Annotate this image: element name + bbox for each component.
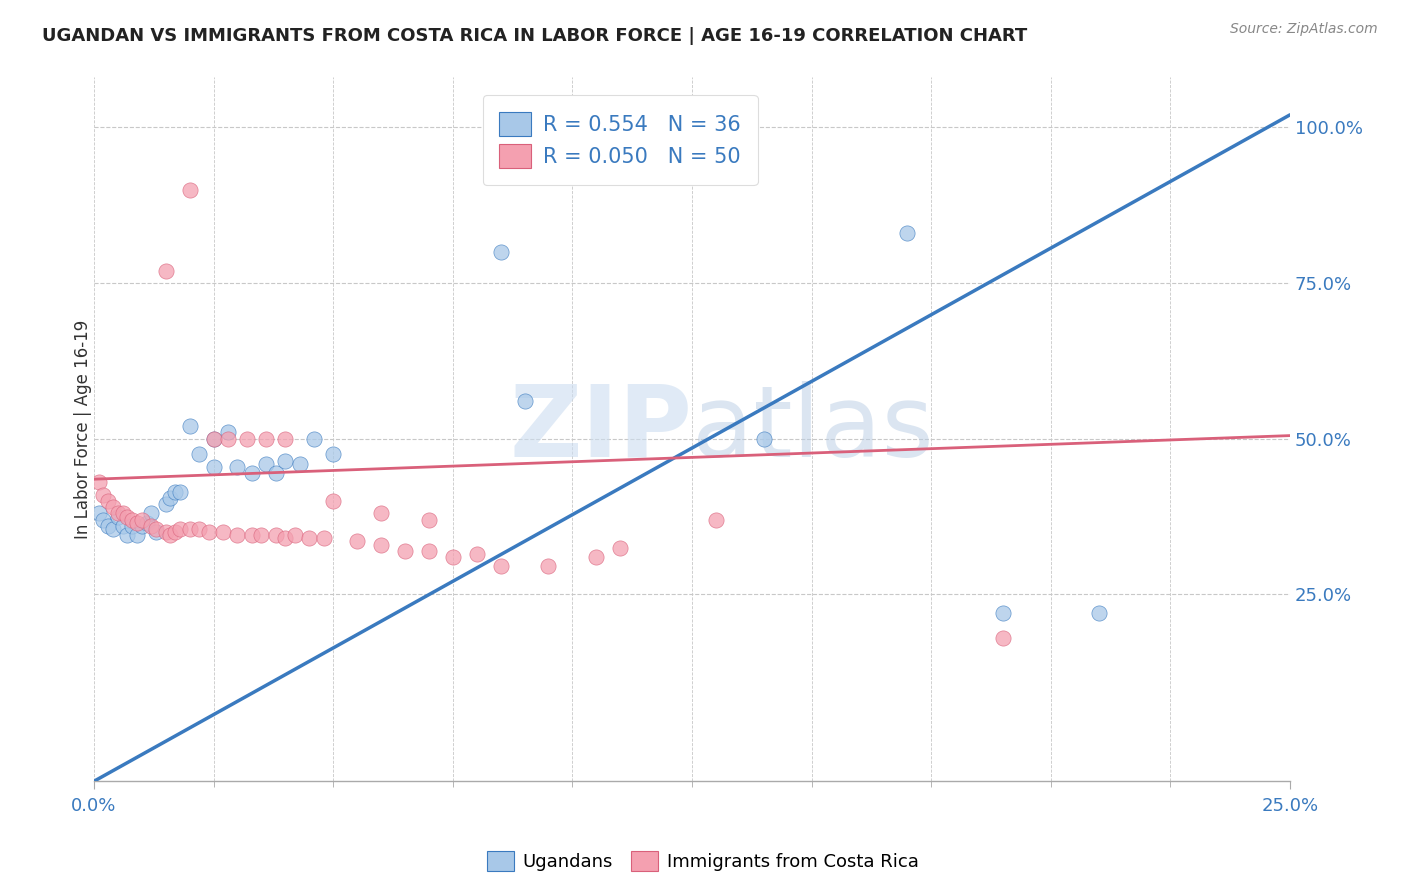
Point — [107, 509, 129, 524]
Point — [188, 447, 211, 461]
Point — [513, 394, 536, 409]
Point — [274, 453, 297, 467]
Point — [145, 522, 167, 536]
Point — [165, 525, 187, 540]
Point — [226, 459, 249, 474]
Point — [131, 519, 153, 533]
Point — [441, 549, 464, 564]
Point — [284, 528, 307, 542]
Point — [370, 507, 392, 521]
Point — [125, 516, 148, 530]
Point — [141, 519, 163, 533]
Point — [609, 541, 631, 555]
Point — [155, 525, 177, 540]
Point — [117, 528, 139, 542]
Point — [101, 522, 124, 536]
Point — [111, 507, 134, 521]
Point — [165, 484, 187, 499]
Point — [370, 538, 392, 552]
Point — [217, 425, 239, 440]
Point — [87, 507, 110, 521]
Point — [896, 226, 918, 240]
Point — [202, 432, 225, 446]
Point — [250, 528, 273, 542]
Point — [121, 513, 143, 527]
Point — [264, 528, 287, 542]
Point — [418, 513, 440, 527]
Point — [125, 528, 148, 542]
Point — [179, 183, 201, 197]
Point — [465, 547, 488, 561]
Point — [537, 559, 560, 574]
Point — [111, 519, 134, 533]
Point — [288, 457, 311, 471]
Point — [274, 532, 297, 546]
Text: atlas: atlas — [692, 381, 934, 478]
Text: UGANDAN VS IMMIGRANTS FROM COSTA RICA IN LABOR FORCE | AGE 16-19 CORRELATION CHA: UGANDAN VS IMMIGRANTS FROM COSTA RICA IN… — [42, 27, 1028, 45]
Point — [1087, 606, 1109, 620]
Point — [155, 497, 177, 511]
Point — [274, 432, 297, 446]
Text: ZIP: ZIP — [509, 381, 692, 478]
Point — [991, 606, 1014, 620]
Point — [585, 549, 607, 564]
Point — [346, 534, 368, 549]
Point — [298, 532, 321, 546]
Point — [991, 631, 1014, 645]
Point — [107, 507, 129, 521]
Y-axis label: In Labor Force | Age 16-19: In Labor Force | Age 16-19 — [75, 319, 91, 539]
Point — [236, 432, 259, 446]
Point — [179, 522, 201, 536]
Point — [93, 513, 115, 527]
Point — [212, 525, 235, 540]
Point — [704, 513, 727, 527]
Point — [489, 244, 512, 259]
Point — [322, 494, 344, 508]
Point — [159, 491, 181, 505]
Point — [169, 522, 191, 536]
Point — [489, 559, 512, 574]
Point — [141, 507, 163, 521]
Point — [97, 519, 120, 533]
Point — [254, 432, 277, 446]
Point — [87, 475, 110, 490]
Point — [179, 419, 201, 434]
Point — [117, 509, 139, 524]
Point — [93, 488, 115, 502]
Point — [418, 544, 440, 558]
Point — [394, 544, 416, 558]
Point — [322, 447, 344, 461]
Point — [217, 432, 239, 446]
Point — [264, 466, 287, 480]
Point — [312, 532, 335, 546]
Legend: R = 0.554   N = 36, R = 0.050   N = 50: R = 0.554 N = 36, R = 0.050 N = 50 — [482, 95, 758, 185]
Point — [101, 500, 124, 515]
Point — [169, 484, 191, 499]
Point — [188, 522, 211, 536]
Point — [202, 432, 225, 446]
Legend: Ugandans, Immigrants from Costa Rica: Ugandans, Immigrants from Costa Rica — [479, 844, 927, 879]
Point — [131, 513, 153, 527]
Point — [155, 263, 177, 277]
Point — [752, 432, 775, 446]
Point — [202, 459, 225, 474]
Point — [240, 466, 263, 480]
Point — [302, 432, 325, 446]
Point — [145, 525, 167, 540]
Point — [197, 525, 219, 540]
Text: Source: ZipAtlas.com: Source: ZipAtlas.com — [1230, 22, 1378, 37]
Point — [226, 528, 249, 542]
Point — [135, 516, 157, 530]
Point — [97, 494, 120, 508]
Point — [254, 457, 277, 471]
Point — [240, 528, 263, 542]
Point — [159, 528, 181, 542]
Point — [121, 519, 143, 533]
